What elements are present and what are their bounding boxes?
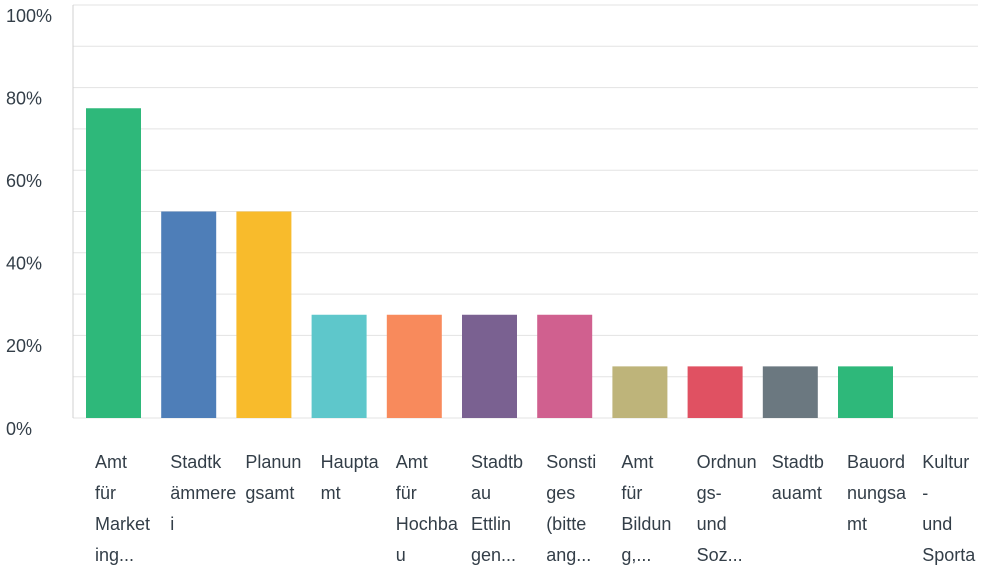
x-tick-label: Market xyxy=(95,514,150,534)
x-tick-label: Amt xyxy=(95,452,127,472)
x-tick-label: auamt xyxy=(772,483,822,503)
x-tick-label: für xyxy=(621,483,642,503)
bar xyxy=(762,366,818,418)
x-tick-label: Stadtb xyxy=(471,452,523,472)
y-tick-label: 80% xyxy=(6,88,42,108)
x-tick-label: Sporta xyxy=(922,545,976,565)
x-tick-label: Stadtb xyxy=(772,452,824,472)
x-tick-label: Hochba xyxy=(396,514,459,534)
x-tick-label: gsamt xyxy=(245,483,294,503)
x-tick-label: für xyxy=(396,483,417,503)
x-tick-label: Stadtk xyxy=(170,452,222,472)
x-tick-label: Kultur xyxy=(922,452,969,472)
bar xyxy=(687,366,743,418)
x-tick-label: Soz... xyxy=(697,545,743,565)
x-tick-label: Bildun xyxy=(621,514,671,534)
x-tick-label: Sonsti xyxy=(546,452,596,472)
x-tick-label: au xyxy=(471,483,491,503)
bar xyxy=(838,366,893,418)
y-tick-label: 40% xyxy=(6,254,42,274)
x-tick-label: Ordnun xyxy=(697,452,757,472)
bar xyxy=(311,314,367,418)
x-tick-label: ang... xyxy=(546,545,591,565)
bar xyxy=(537,314,593,418)
x-tick-label: u xyxy=(396,545,406,565)
y-tick-label: 20% xyxy=(6,336,42,356)
bar xyxy=(612,366,668,418)
x-tick-label: und xyxy=(922,514,952,534)
x-tick-label: nungsa xyxy=(847,483,907,503)
x-tick-label: ing... xyxy=(95,545,134,565)
y-tick-label: 0% xyxy=(6,419,32,439)
x-tick-label: i xyxy=(170,514,174,534)
x-tick-label: gen... xyxy=(471,545,516,565)
x-tick-label: ges xyxy=(546,483,575,503)
bar xyxy=(86,108,141,418)
x-tick-label: Amt xyxy=(621,452,653,472)
x-tick-label: Haupta xyxy=(321,452,380,472)
y-tick-label: 60% xyxy=(6,171,42,191)
x-tick-label: Amt xyxy=(396,452,428,472)
x-tick-label: für xyxy=(95,483,116,503)
x-tick-label: Ettlin xyxy=(471,514,511,534)
x-tick-label: Planun xyxy=(245,452,301,472)
x-tick-label: (bitte xyxy=(546,514,586,534)
x-tick-label: mt xyxy=(847,514,867,534)
y-tick-label: 100% xyxy=(6,6,52,26)
x-tick-label: ämmere xyxy=(170,483,236,503)
bar xyxy=(386,314,442,418)
x-tick-label: Bauord xyxy=(847,452,905,472)
bar xyxy=(161,211,217,418)
x-tick-label: gs- xyxy=(697,483,722,503)
x-tick-label: g,... xyxy=(621,545,651,565)
bar xyxy=(236,211,292,418)
x-tick-label: mt xyxy=(321,483,341,503)
x-tick-label: - xyxy=(922,483,928,503)
x-tick-label: und xyxy=(697,514,727,534)
bar xyxy=(462,314,517,418)
